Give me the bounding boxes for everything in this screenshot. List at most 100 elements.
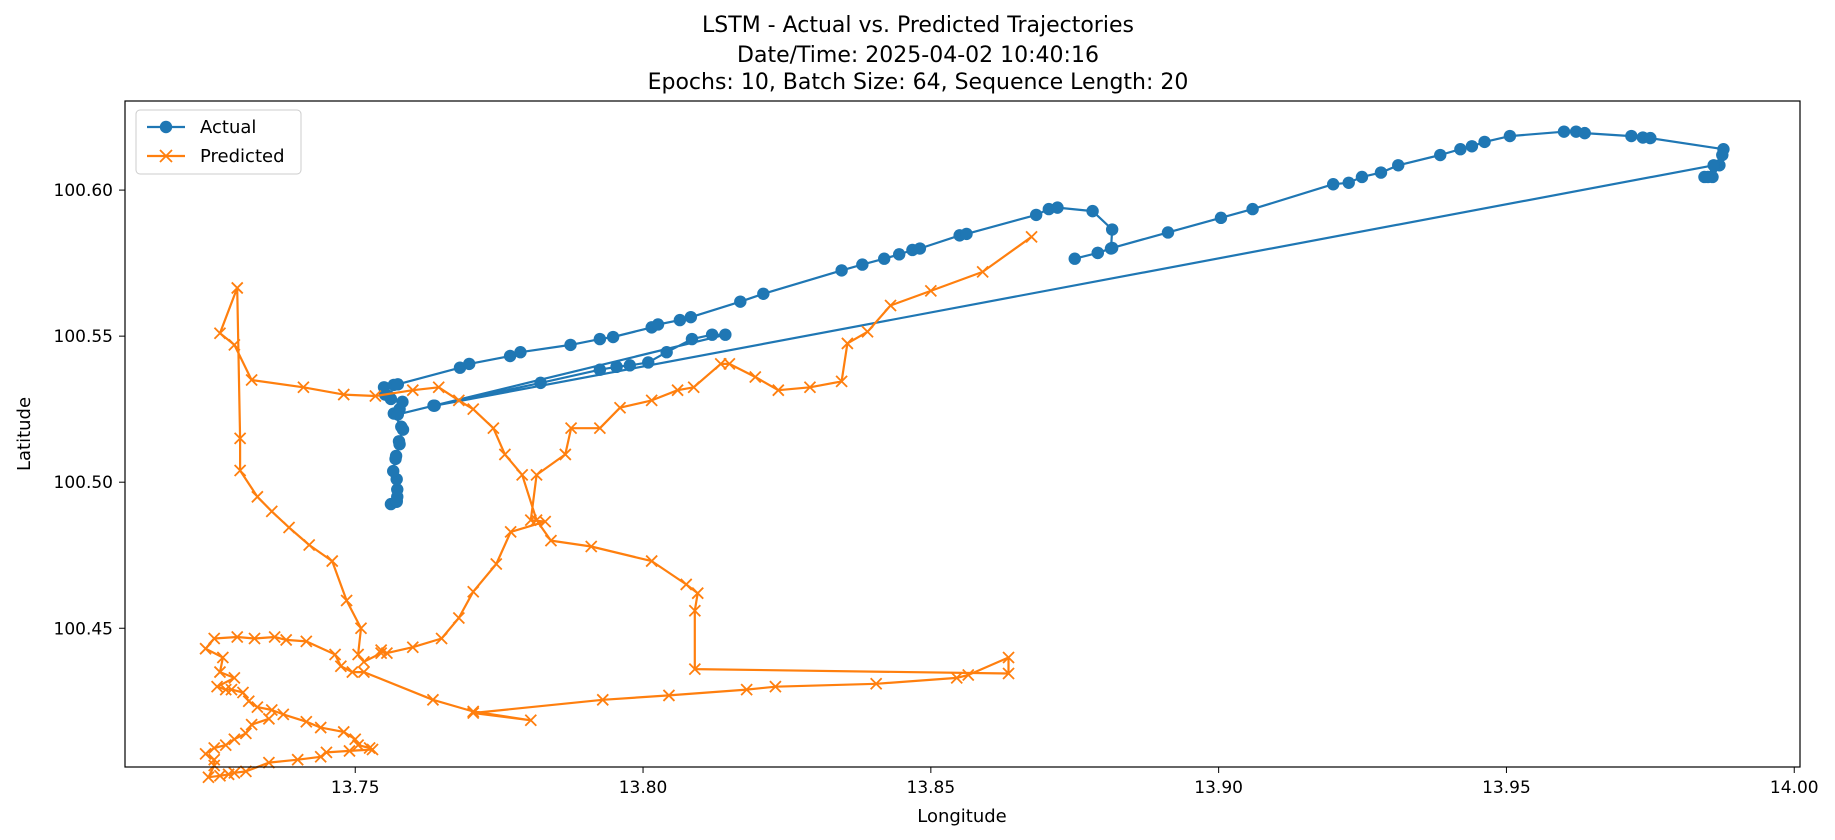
predicted-point — [337, 388, 350, 401]
predicted-point — [714, 357, 727, 371]
chart-title-line-1: LSTM - Actual vs. Predicted Trajectories — [702, 13, 1134, 38]
predicted-point — [467, 585, 480, 598]
predicted-point — [334, 660, 347, 673]
series-predicted — [199, 230, 1038, 784]
predicted-point — [559, 448, 572, 461]
actual-point — [514, 346, 527, 359]
predicted-point — [245, 373, 258, 387]
predicted-point — [452, 394, 465, 407]
predicted-point — [426, 693, 440, 706]
predicted-point — [357, 665, 371, 679]
predicted-point — [504, 525, 517, 538]
predicted-point — [870, 677, 883, 690]
predicted-point — [645, 394, 658, 407]
actual-point — [660, 346, 673, 359]
predicted-point — [228, 733, 241, 746]
predicted-point — [213, 327, 227, 340]
actual-point — [684, 310, 698, 324]
predicted-point — [467, 403, 480, 416]
predicted-point — [530, 514, 543, 527]
predicted-point — [662, 689, 676, 702]
predicted-point — [530, 468, 543, 482]
predicted-point — [1002, 651, 1015, 664]
x-tick-label: 13.80 — [619, 778, 668, 798]
actual-point — [1465, 140, 1479, 153]
actual-point — [642, 356, 655, 369]
predicted-point — [380, 646, 394, 660]
actual-point — [395, 420, 408, 433]
actual-point — [1625, 129, 1638, 143]
predicted-point — [208, 741, 221, 755]
predicted-point — [498, 448, 512, 461]
plot-frame — [124, 100, 1801, 768]
actual-point — [1086, 204, 1099, 218]
predicted-point — [202, 771, 215, 784]
actual-point — [1374, 166, 1388, 179]
y-tick-label: 100.60 — [54, 181, 113, 201]
actual-point — [835, 264, 848, 277]
predicted-point — [369, 389, 382, 403]
predicted-point — [585, 540, 598, 553]
predicted-point — [452, 611, 465, 625]
predicted-point — [265, 703, 278, 717]
actual-point — [913, 242, 927, 255]
actual-point — [623, 359, 637, 372]
predicted-point — [366, 743, 379, 756]
chart-title-line-3: Epochs: 10, Batch Size: 64, Sequence Len… — [648, 70, 1189, 95]
predicted-point — [723, 357, 736, 371]
actual-point — [878, 252, 891, 265]
predicted-point — [268, 630, 281, 644]
predicted-point — [239, 765, 253, 778]
predicted-point — [351, 648, 365, 661]
predicted-point — [213, 665, 227, 679]
predicted-point — [346, 665, 359, 679]
predicted-point — [291, 753, 304, 766]
actual-point — [719, 328, 732, 341]
actual-point — [1503, 129, 1517, 143]
actual-point — [1214, 211, 1228, 225]
actual-point — [1434, 148, 1447, 162]
predicted-point — [769, 680, 782, 693]
predicted-point — [406, 384, 419, 397]
predicted-point — [564, 422, 578, 435]
actual-point — [705, 328, 719, 341]
predicted-point — [593, 422, 607, 435]
predicted-point — [687, 381, 700, 394]
predicted-point — [544, 534, 558, 547]
actual-point — [593, 363, 607, 376]
predicted-point — [340, 594, 353, 607]
predicted-point — [671, 384, 684, 397]
predicted-point — [357, 655, 371, 668]
predicted-point — [861, 325, 874, 338]
predicted-point — [343, 744, 356, 758]
actual-point — [1557, 125, 1571, 138]
predicted-point — [231, 630, 244, 644]
predicted-point — [354, 622, 368, 635]
actual-point — [392, 435, 406, 448]
series-layer — [199, 125, 1730, 784]
actual-point — [391, 408, 405, 421]
actual-point — [1326, 178, 1340, 191]
actual-point — [389, 449, 403, 463]
legend-actual-marker — [159, 120, 173, 134]
predicted-point — [262, 712, 276, 725]
actual-point — [685, 332, 699, 346]
predicted-point — [337, 725, 350, 739]
actual-point — [593, 332, 607, 346]
predicted-point — [772, 384, 785, 397]
actual-point — [377, 381, 391, 394]
predicted-point — [245, 718, 258, 731]
predicted-point — [239, 727, 253, 740]
actual-point — [1644, 131, 1657, 145]
predicted-point — [219, 738, 232, 752]
predicted-point — [375, 644, 388, 657]
predicted-point — [233, 432, 247, 445]
actual-point — [1105, 241, 1119, 255]
x-tick-label: 13.75 — [331, 778, 380, 798]
predicted-point — [490, 557, 503, 571]
actual-point — [1246, 202, 1259, 216]
actual-point — [564, 338, 577, 352]
actual-point — [673, 313, 687, 327]
predicted-point — [303, 538, 316, 552]
